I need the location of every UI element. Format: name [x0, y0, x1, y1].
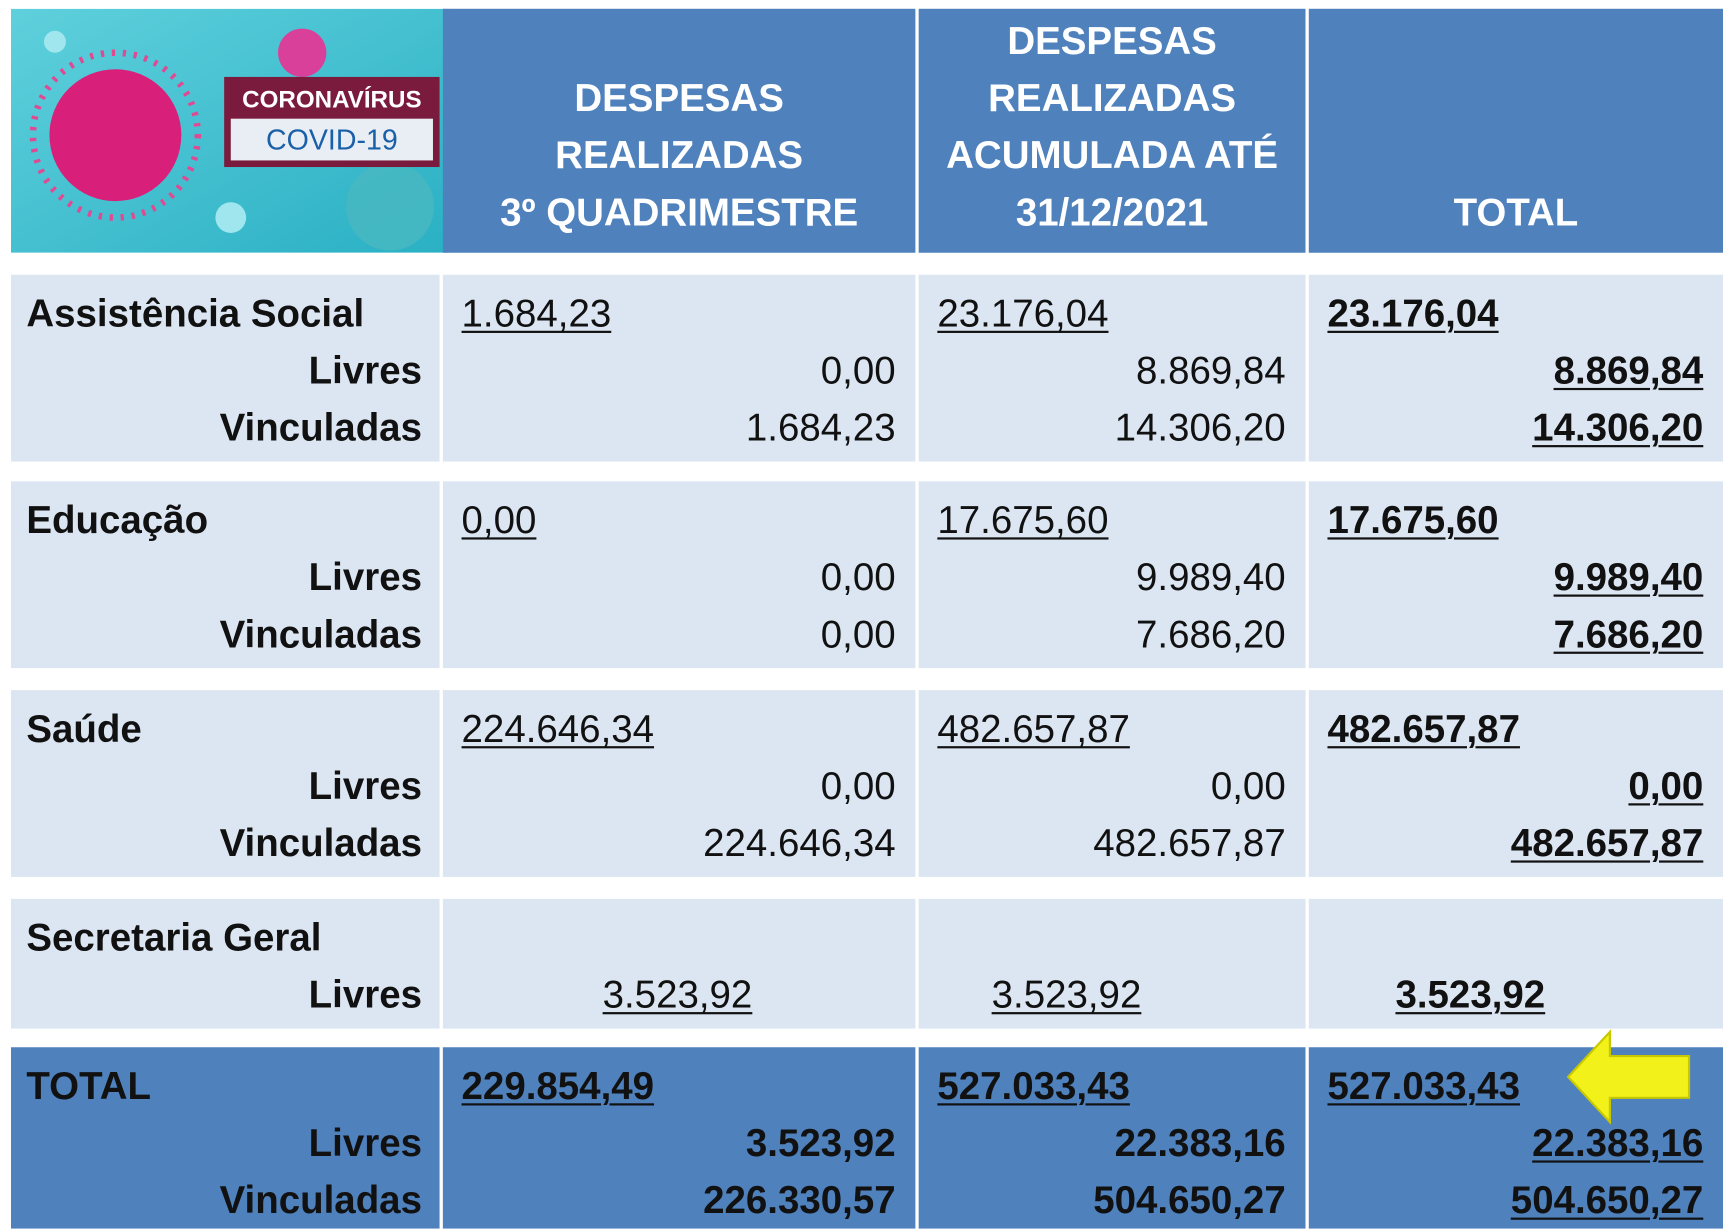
- header-line: ACUMULADA ATÉ: [919, 127, 1306, 184]
- section-name: Saúde: [26, 701, 141, 758]
- row-value: 9.989,40: [1554, 549, 1704, 606]
- header-line: DESPESAS: [919, 13, 1306, 70]
- section-total: 527.033,43: [1327, 1058, 1519, 1115]
- section-total: 17.675,60: [937, 492, 1108, 549]
- section-name: Secretaria Geral: [26, 910, 321, 967]
- row-value: 0,00: [1628, 758, 1703, 815]
- row-label: Livres: [309, 967, 422, 1024]
- row-label: Livres: [309, 549, 422, 606]
- row-value: 14.306,20: [1532, 400, 1703, 457]
- row-value: 3.523,92: [603, 967, 753, 1024]
- section-total: 17.675,60: [1327, 492, 1498, 549]
- row-value: 504.650,27: [1511, 1173, 1703, 1230]
- header-line: TOTAL: [1309, 185, 1723, 242]
- row-label: Vinculadas: [220, 607, 422, 664]
- row-label: Vinculadas: [220, 815, 422, 872]
- section-total: 224.646,34: [462, 701, 654, 758]
- row-value: 0,00: [821, 607, 896, 664]
- row-value: 0,00: [821, 343, 896, 400]
- arrow-icon: [1566, 1027, 1692, 1126]
- slide: CORONAVÍRUS COVID-19 DESPESASREALIZADAS3…: [0, 0, 1723, 1229]
- banner-subtitle: COVID-19: [266, 124, 398, 156]
- section-total: 527.033,43: [937, 1058, 1129, 1115]
- row-value: 3.523,92: [1395, 967, 1545, 1024]
- header-line: 3º QUADRIMESTRE: [443, 185, 916, 242]
- section-total: 482.657,87: [937, 701, 1129, 758]
- section-total: 23.176,04: [937, 286, 1108, 343]
- row-label: Vinculadas: [220, 1173, 422, 1230]
- banner-image: CORONAVÍRUS COVID-19: [11, 9, 448, 253]
- row-label: Livres: [309, 1115, 422, 1172]
- row-value: 224.646,34: [703, 815, 895, 872]
- section-name: Assistência Social: [26, 286, 364, 343]
- section-total: 0,00: [462, 492, 537, 549]
- section-name: TOTAL: [26, 1058, 151, 1115]
- row-value: 504.650,27: [1093, 1173, 1285, 1230]
- header-line: 31/12/2021: [919, 185, 1306, 242]
- row-value: 3.523,92: [992, 967, 1142, 1024]
- row-value: 482.657,87: [1093, 815, 1285, 872]
- row-value: 0,00: [1211, 758, 1286, 815]
- header-line: REALIZADAS: [919, 70, 1306, 127]
- header-line: REALIZADAS: [443, 127, 916, 184]
- row-label: Livres: [309, 343, 422, 400]
- row-label: Vinculadas: [220, 400, 422, 457]
- section-total: 1.684,23: [462, 286, 612, 343]
- row-value: 226.330,57: [703, 1173, 895, 1230]
- row-value: 0,00: [821, 549, 896, 606]
- row-value: 8.869,84: [1136, 343, 1286, 400]
- section-total: 23.176,04: [1327, 286, 1498, 343]
- row-value: 1.684,23: [746, 400, 896, 457]
- row-value: 0,00: [821, 758, 896, 815]
- row-label: Livres: [309, 758, 422, 815]
- row-value: 14.306,20: [1115, 400, 1286, 457]
- header-text: TOTAL: [1309, 9, 1723, 242]
- row-value: 7.686,20: [1554, 607, 1704, 664]
- header-line: DESPESAS: [443, 70, 916, 127]
- banner-title: CORONAVÍRUS: [242, 86, 421, 114]
- section-total: 482.657,87: [1327, 701, 1519, 758]
- row-value: 3.523,92: [746, 1115, 896, 1172]
- section-total: 229.854,49: [462, 1058, 654, 1115]
- row-value: 7.686,20: [1136, 607, 1286, 664]
- row-value: 8.869,84: [1554, 343, 1704, 400]
- row-value: 22.383,16: [1115, 1115, 1286, 1172]
- row-value: 482.657,87: [1511, 815, 1703, 872]
- section-name: Educação: [26, 492, 208, 549]
- page: CORONAVÍRUS COVID-19 DESPESASREALIZADAS3…: [0, 0, 1723, 1228]
- row-value: 9.989,40: [1136, 549, 1286, 606]
